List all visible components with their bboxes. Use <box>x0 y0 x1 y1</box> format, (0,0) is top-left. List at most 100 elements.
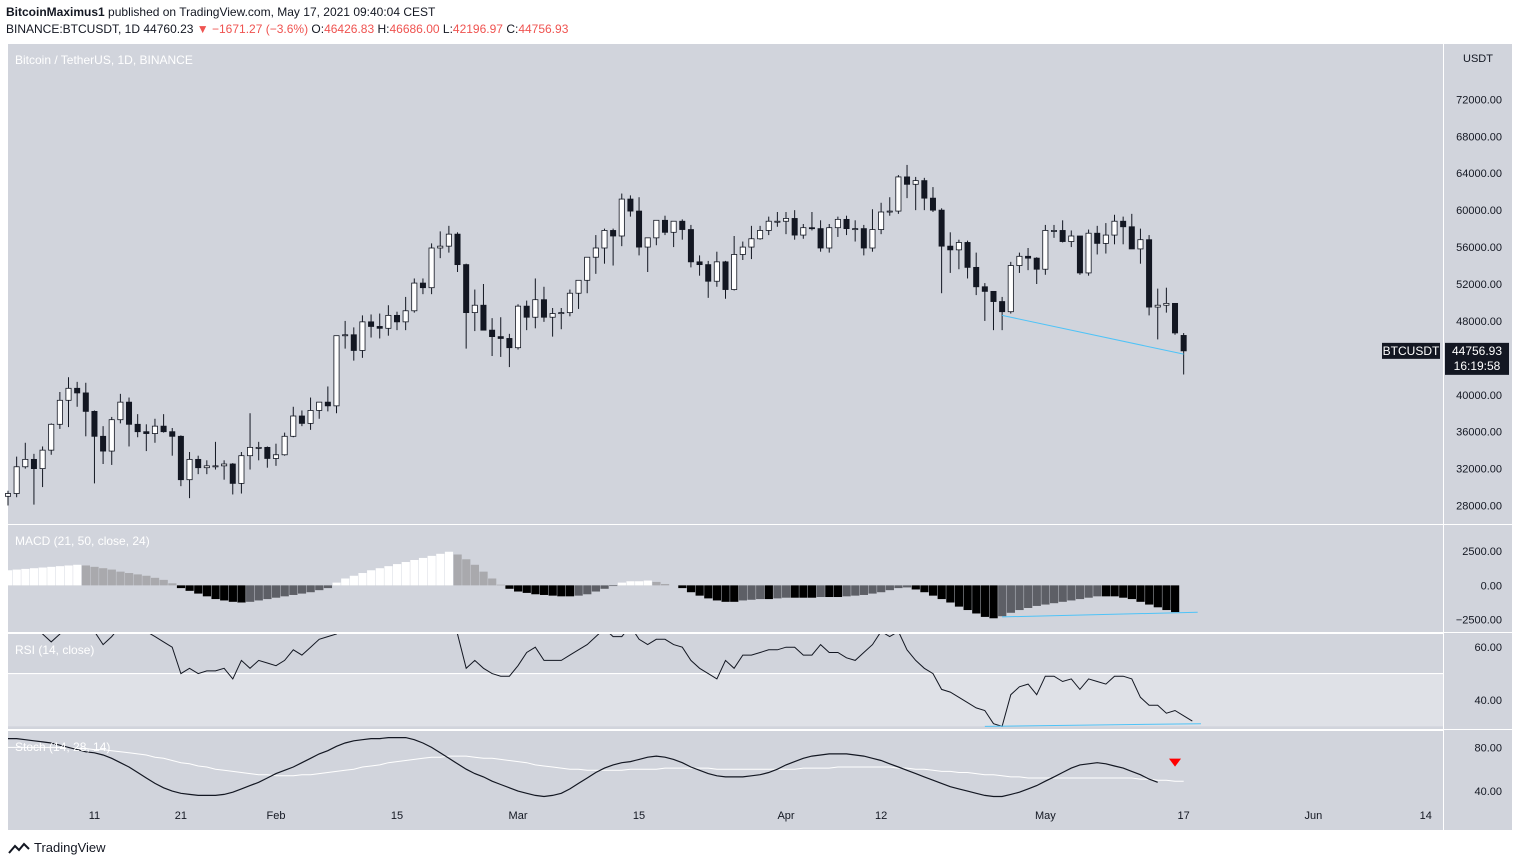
candle <box>696 255 703 276</box>
macd-bar <box>531 585 540 595</box>
candle <box>1068 230 1075 248</box>
candle-body <box>419 282 426 289</box>
macd-bar <box>133 574 142 586</box>
time-axis <box>8 802 1512 830</box>
candle-body <box>800 227 807 236</box>
macd-bar <box>764 585 773 600</box>
candle-body <box>342 334 349 337</box>
candle <box>1076 235 1083 275</box>
macd-tick-label: 0.00 <box>1481 580 1502 592</box>
macd-bar <box>816 585 825 598</box>
time-tick-label: Apr <box>777 810 794 822</box>
candle <box>247 413 254 470</box>
candle-body <box>247 446 254 457</box>
macd-bar <box>1153 585 1162 608</box>
macd-bar <box>393 564 402 586</box>
macd-bar <box>444 551 454 586</box>
candle-body <box>895 176 902 212</box>
candle-body <box>1050 230 1057 232</box>
tradingview-logo-icon <box>8 842 30 854</box>
candle <box>497 317 504 357</box>
macd-bar <box>946 585 955 603</box>
macd-label: MACD (21, 50, close, 24) <box>15 534 150 548</box>
candle-body <box>117 401 124 421</box>
candle-body <box>627 198 634 212</box>
candle <box>324 386 331 412</box>
candle <box>411 278 418 313</box>
macd-bar <box>341 578 350 586</box>
candle <box>912 176 919 211</box>
candle-body <box>56 399 63 425</box>
macd-bar <box>514 585 523 592</box>
candle <box>653 219 660 246</box>
time-tick-label: 14 <box>1420 810 1432 822</box>
macd-bar <box>1136 585 1145 602</box>
candle-body <box>1007 265 1014 313</box>
macd-bar <box>453 554 462 586</box>
macd-histogram <box>8 551 1180 619</box>
candle-body <box>39 449 46 470</box>
low-label: L: <box>442 22 453 36</box>
candle-body <box>281 435 288 456</box>
candle-body <box>307 410 314 424</box>
tradingview-brand[interactable]: TradingView <box>8 840 106 855</box>
candle-body <box>1102 234 1109 244</box>
chart-canvas[interactable]: 72000.00 68000.00 64000.00 60000.00 56000.00… <box>0 40 1521 830</box>
candle <box>1102 223 1109 254</box>
candle <box>679 219 686 240</box>
candle-body <box>489 329 496 338</box>
candle-body <box>30 458 37 470</box>
macd-bar <box>297 585 307 594</box>
candle-body <box>91 410 98 437</box>
macd-bar <box>738 585 747 601</box>
macd-bar <box>384 566 393 586</box>
candle-body <box>359 321 366 351</box>
candle <box>419 278 426 295</box>
candle-body <box>1146 239 1153 308</box>
stoch-sell-marker <box>1169 758 1182 767</box>
candle-body <box>515 305 522 349</box>
macd-bar <box>99 568 108 586</box>
macd-bar <box>790 585 799 598</box>
candle-body <box>229 463 236 484</box>
candle <box>1033 257 1040 284</box>
macd-trendline <box>1002 611 1198 618</box>
candle <box>108 416 115 465</box>
candle <box>1059 220 1066 243</box>
price-tick-label: 52000.00 <box>1456 279 1502 291</box>
candle <box>1094 225 1101 255</box>
macd-bar <box>1171 585 1180 613</box>
candle <box>705 260 712 298</box>
candle <box>151 418 158 443</box>
candle <box>307 397 314 430</box>
macd-pane <box>8 525 1443 632</box>
candle <box>134 414 141 438</box>
candle-body <box>402 310 409 323</box>
currency-label: USDT <box>1463 53 1493 65</box>
candle <box>990 290 997 331</box>
candle-body <box>696 261 703 266</box>
last-price-label: 44756.93 <box>1452 344 1502 358</box>
macd-bar <box>488 578 497 586</box>
candle <box>1025 248 1032 271</box>
macd-bar <box>600 585 609 589</box>
candle <box>843 215 850 236</box>
macd-bar <box>142 575 151 586</box>
macd-bar <box>704 585 713 599</box>
author-name[interactable]: BitcoinMaximus1 <box>6 5 105 19</box>
candle-body <box>774 220 781 223</box>
macd-bar <box>125 573 134 586</box>
macd-bar <box>496 584 505 586</box>
macd-bar <box>851 585 860 596</box>
macd-bar <box>747 585 756 600</box>
macd-bar <box>73 564 82 586</box>
macd-bar <box>150 577 160 586</box>
candle-body <box>264 446 271 459</box>
candle-body <box>757 230 764 240</box>
price-change: ▼ −1671.27 (−3.6%) <box>196 22 309 36</box>
candle <box>817 220 824 252</box>
macd-bar <box>1032 585 1041 606</box>
candle-body <box>454 233 461 266</box>
candle <box>290 406 297 438</box>
macd-bar <box>1024 585 1033 608</box>
